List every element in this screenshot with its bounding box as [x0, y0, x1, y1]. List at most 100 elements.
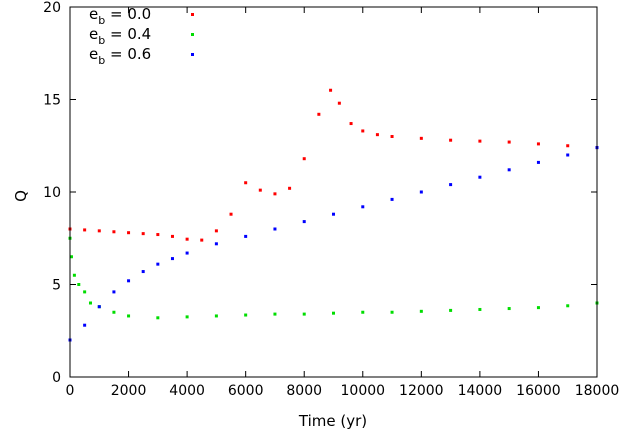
data-point [390, 197, 394, 201]
legend-marker [191, 13, 194, 16]
data-point [536, 306, 540, 310]
data-point [83, 290, 87, 294]
data-point [566, 304, 570, 308]
data-point [170, 257, 174, 261]
data-point [77, 283, 81, 286]
data-point [507, 307, 511, 311]
series-1 [68, 236, 599, 320]
x-tick-label: 18000 [575, 383, 620, 399]
data-point [229, 212, 233, 216]
data-point [507, 140, 511, 144]
data-point [536, 160, 540, 164]
legend-marker [191, 53, 194, 56]
y-tick-label: 10 [43, 185, 61, 201]
data-point [419, 136, 423, 140]
x-tick-label: 4000 [169, 383, 205, 399]
data-point [375, 133, 379, 137]
data-point [214, 242, 218, 246]
legend-label: eb = 0.4 [89, 25, 151, 47]
data-point [72, 273, 76, 277]
legend-item: eb = 0.6 [89, 45, 194, 67]
data-point [273, 227, 277, 231]
data-point [214, 314, 218, 318]
y-tick-label: 5 [52, 278, 61, 294]
data-point [244, 313, 248, 317]
y-tick-label: 20 [43, 0, 61, 16]
data-point [185, 251, 189, 255]
data-point [337, 101, 341, 105]
x-tick-label: 16000 [516, 383, 561, 399]
data-point [141, 232, 145, 236]
data-point [449, 183, 453, 187]
data-point [83, 323, 87, 327]
data-point [478, 175, 482, 179]
x-tick-label: 0 [66, 383, 75, 399]
data-point [88, 301, 92, 305]
y-axis-label: Q [12, 190, 30, 202]
series-0 [68, 88, 599, 242]
data-point [349, 122, 353, 126]
x-axis: 0 2000 4000 6000 8000 10000 12000 14000 16000 180… [66, 7, 620, 399]
legend-marker [191, 33, 194, 36]
data-point [317, 112, 321, 116]
y-axis: 0 5 10 15 20 [43, 0, 597, 386]
data-point [302, 312, 306, 316]
data-point [97, 305, 101, 309]
legend-item: eb = 0.0 [89, 5, 194, 27]
legend-label: eb = 0.6 [89, 45, 151, 67]
data-point [361, 129, 365, 133]
data-point [361, 205, 365, 209]
data-point [329, 88, 333, 92]
x-tick-label: 8000 [286, 383, 322, 399]
data-point [69, 255, 73, 259]
data-point [449, 138, 453, 142]
data-point [185, 315, 189, 319]
x-tick-label: 6000 [228, 383, 264, 399]
plot-points [68, 88, 599, 342]
data-point [273, 192, 277, 196]
x-tick-label: 14000 [458, 383, 503, 399]
data-point [127, 231, 131, 235]
data-point [185, 237, 189, 241]
data-point [478, 139, 482, 143]
data-point [302, 220, 306, 224]
x-tick-label: 10000 [341, 383, 386, 399]
data-point [536, 142, 540, 146]
data-point [566, 153, 570, 157]
legend: eb = 0.0eb = 0.4eb = 0.6 [89, 5, 194, 67]
data-point [478, 307, 482, 311]
data-point [507, 168, 511, 172]
data-point [273, 312, 277, 316]
data-point [419, 190, 423, 194]
data-point [127, 279, 131, 283]
data-point [112, 310, 116, 314]
data-point [97, 229, 101, 233]
data-point [302, 157, 306, 161]
x-tick-label: 12000 [399, 383, 444, 399]
data-point [244, 181, 248, 185]
data-point [141, 270, 145, 274]
data-point [361, 310, 365, 314]
data-point [112, 230, 116, 234]
y-tick-label: 15 [43, 93, 61, 109]
data-point [112, 290, 116, 294]
data-point [156, 233, 160, 237]
data-point [390, 135, 394, 138]
data-point [566, 144, 570, 148]
data-point [214, 229, 218, 233]
data-point [390, 310, 394, 314]
legend-label: eb = 0.0 [89, 5, 151, 27]
data-point [200, 238, 204, 242]
data-point [127, 314, 131, 318]
legend-item: eb = 0.4 [89, 25, 194, 47]
data-point [288, 186, 292, 190]
data-point [419, 309, 423, 313]
data-point [156, 316, 160, 320]
data-point [449, 308, 453, 312]
data-point [83, 228, 87, 232]
data-point [170, 234, 174, 238]
y-tick-label: 0 [52, 370, 61, 386]
data-point [332, 311, 335, 315]
data-point [244, 234, 248, 238]
